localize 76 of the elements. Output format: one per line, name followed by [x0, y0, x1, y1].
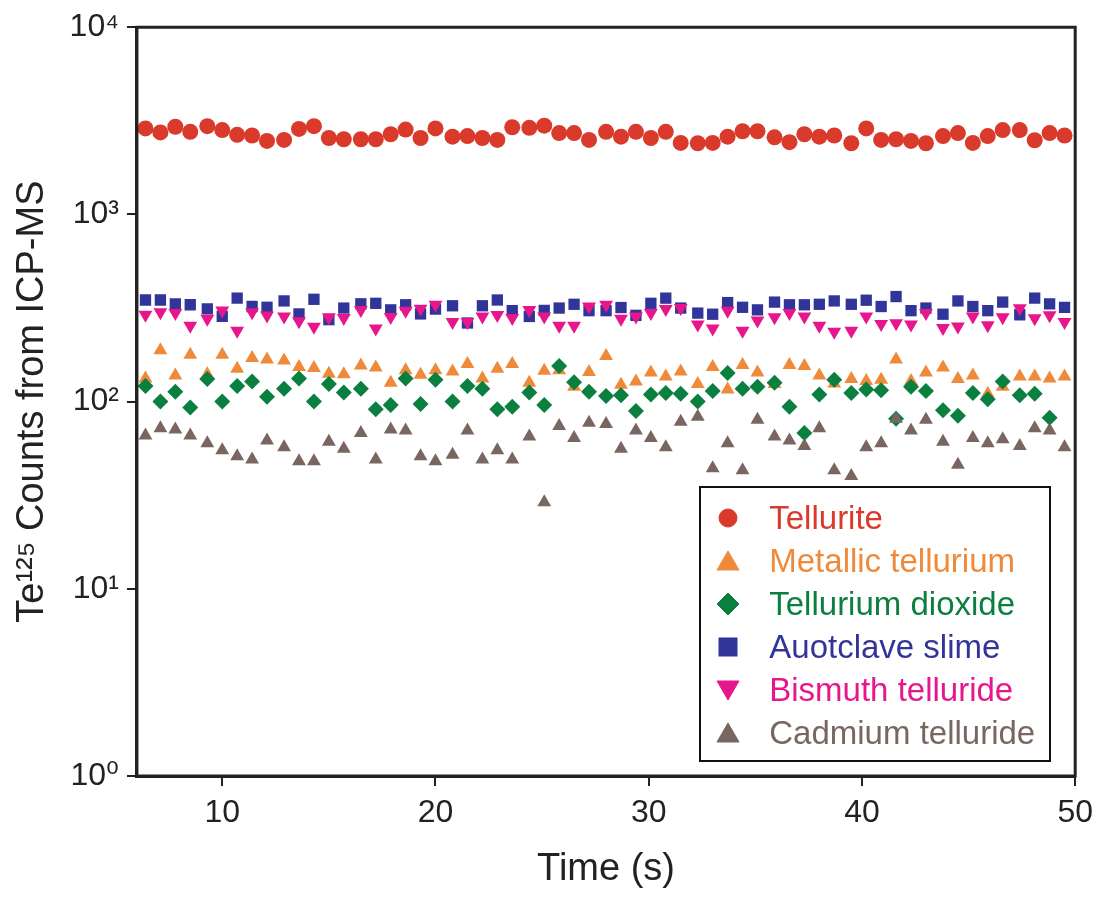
- point: [796, 424, 813, 441]
- y-tick-label: 10³: [72, 194, 120, 231]
- x-tick-label: 40: [844, 793, 880, 830]
- y-axis-title: Te¹²⁵ Counts from ICP-MS: [9, 180, 52, 623]
- point: [412, 396, 429, 413]
- point: [305, 393, 322, 410]
- y-tick-label: 10⁰: [70, 755, 119, 792]
- y-tick-label: 10¹: [72, 568, 119, 605]
- point: [811, 386, 828, 403]
- point: [382, 396, 399, 413]
- x-tick-label: 50: [1057, 793, 1093, 830]
- point: [320, 376, 337, 393]
- point: [137, 378, 154, 395]
- point: [459, 378, 476, 395]
- point: [474, 380, 491, 397]
- point: [214, 393, 231, 410]
- point: [843, 385, 860, 402]
- point: [734, 380, 751, 397]
- x-tick-label: 10: [204, 793, 241, 830]
- point: [964, 385, 981, 402]
- legend-label: Tellurium dioxide: [769, 584, 1016, 624]
- y-tick-label: 10⁴: [69, 7, 119, 44]
- point: [689, 393, 706, 410]
- x-tick-label: 30: [630, 793, 667, 830]
- point: [949, 407, 966, 424]
- point: [934, 402, 951, 419]
- point: [1026, 385, 1043, 402]
- y-tick-label: 10²: [72, 381, 120, 418]
- point: [657, 385, 674, 402]
- point: [1041, 409, 1058, 426]
- point: [152, 393, 169, 410]
- point: [521, 384, 538, 401]
- point: [613, 387, 629, 404]
- point: [276, 380, 293, 397]
- point: [199, 371, 216, 388]
- point: [858, 381, 875, 398]
- legend-label: Cadmium telluride: [769, 713, 1036, 753]
- point: [489, 401, 506, 418]
- point: [566, 374, 583, 391]
- point: [427, 371, 444, 388]
- point: [581, 383, 598, 400]
- point: [259, 388, 276, 405]
- point: [1011, 387, 1028, 404]
- point: [229, 378, 246, 395]
- point: [352, 380, 369, 397]
- point: [182, 399, 199, 416]
- point: [642, 386, 659, 403]
- point: [397, 370, 414, 387]
- legend-label: Tellurite: [769, 498, 883, 538]
- point: [917, 382, 934, 399]
- point: [672, 385, 689, 402]
- point: [873, 382, 890, 399]
- point: [979, 391, 996, 408]
- point: [826, 371, 843, 388]
- point: [994, 373, 1011, 390]
- point: [536, 396, 553, 413]
- point: [244, 373, 261, 390]
- point: [719, 365, 736, 382]
- point: [291, 370, 308, 387]
- x-tick-label: 20: [417, 793, 454, 830]
- legend-label: Bismuth telluride: [769, 670, 1014, 710]
- legend-label: Metallic tellurium: [769, 541, 1015, 581]
- point: [627, 403, 644, 420]
- point: [903, 378, 920, 395]
- legend-label: Auotclave slime: [769, 627, 1001, 667]
- point: [749, 378, 766, 395]
- point: [444, 393, 461, 410]
- point: [504, 398, 521, 415]
- x-axis-title: Time (s): [537, 845, 676, 888]
- point: [551, 357, 568, 374]
- point: [167, 383, 184, 400]
- point: [598, 388, 615, 405]
- point: [781, 398, 798, 415]
- point: [367, 401, 384, 418]
- point: [335, 384, 352, 401]
- point: [704, 382, 721, 399]
